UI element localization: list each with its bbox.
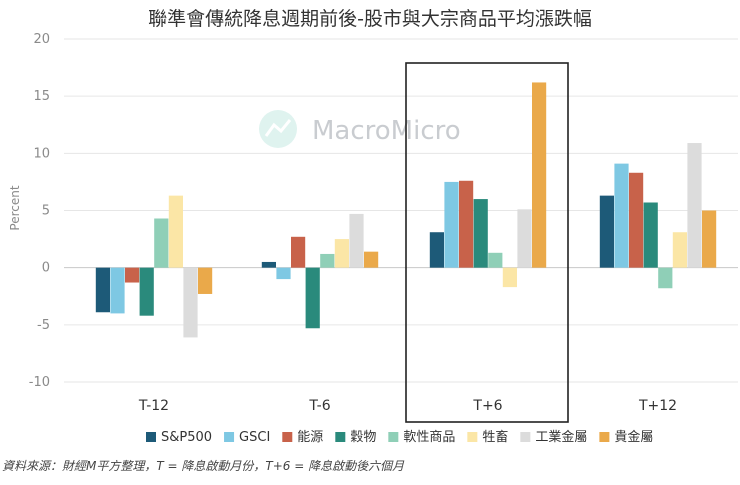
y-axis-label: Percent [8, 185, 22, 230]
legend-swatch [520, 432, 531, 442]
bar [517, 209, 532, 268]
bar [629, 172, 644, 268]
bar [110, 267, 125, 314]
bar [139, 267, 154, 316]
x-category-label: T-12 [138, 398, 169, 414]
bar [183, 267, 198, 338]
legend-swatch [335, 432, 346, 442]
bar [702, 210, 717, 268]
chart-title: 聯準會傳統降息週期前後-股市與大宗商品平均漲跌幅 [148, 8, 592, 30]
legend-swatch [282, 432, 293, 442]
category-labels: T-12 T-6 T+6 T+12 [138, 398, 677, 414]
y-tick-label: 0 [42, 261, 50, 276]
bar [643, 202, 658, 268]
legend-swatch [224, 432, 235, 442]
watermark: MacroMicro [259, 110, 461, 148]
bar [125, 267, 140, 283]
legend-swatch [146, 432, 156, 442]
legend-label: 牲畜 [482, 429, 508, 445]
y-axis-ticks: 20 15 10 5 0 -5 -10 [29, 32, 50, 390]
x-category-label: T-6 [308, 398, 330, 414]
y-tick-label: -10 [29, 375, 50, 390]
bar [599, 195, 614, 268]
legend-label: 貴金屬 [614, 429, 653, 445]
legend: S&P500 GSCI 能源 穀物 軟性商品 牲畜 工業金屬 貴金屬 [146, 429, 653, 445]
legend-swatch [599, 432, 610, 442]
bar [502, 267, 517, 288]
bar [198, 267, 213, 294]
bar [614, 163, 629, 268]
bar [320, 253, 335, 268]
watermark-text: MacroMicro [312, 116, 461, 146]
bar [429, 232, 444, 268]
bar [168, 195, 183, 268]
x-category-label: T+6 [472, 398, 502, 414]
bar [276, 267, 291, 280]
bar [364, 251, 379, 268]
bar [334, 239, 349, 268]
legend-swatch [467, 432, 478, 442]
legend-label: 軟性商品 [403, 429, 455, 445]
x-category-label: T+12 [638, 398, 677, 414]
y-tick-label: 20 [33, 32, 50, 47]
bar [291, 236, 306, 268]
bar [261, 261, 276, 268]
bar [305, 267, 320, 329]
bar [444, 181, 459, 268]
bar [532, 82, 547, 268]
legend-label: GSCI [239, 430, 270, 445]
highlight-box [405, 62, 569, 423]
macromicro-logo-stroke [264, 119, 292, 137]
bar [672, 232, 687, 268]
legend-label: 能源 [297, 430, 323, 445]
source-note: 資料來源：財經M平方整理，T = 降息啟動月份，T+6 = 降息啟動後六個月 [2, 459, 405, 473]
bar [459, 180, 474, 268]
bar [154, 218, 169, 268]
bar [488, 252, 503, 268]
legend-label: S&P500 [161, 430, 212, 445]
bar [349, 213, 364, 268]
y-tick-label: 15 [33, 89, 50, 104]
bars [95, 82, 717, 338]
bar [658, 267, 673, 289]
bar [687, 143, 702, 268]
legend-label: 穀物 [350, 430, 376, 445]
y-tick-label: 10 [33, 146, 50, 161]
y-tick-label: -5 [37, 318, 50, 333]
bar [473, 199, 488, 268]
legend-swatch [388, 432, 399, 442]
bar [95, 267, 110, 313]
legend-label: 工業金屬 [535, 429, 587, 445]
y-tick-label: 5 [42, 204, 50, 219]
